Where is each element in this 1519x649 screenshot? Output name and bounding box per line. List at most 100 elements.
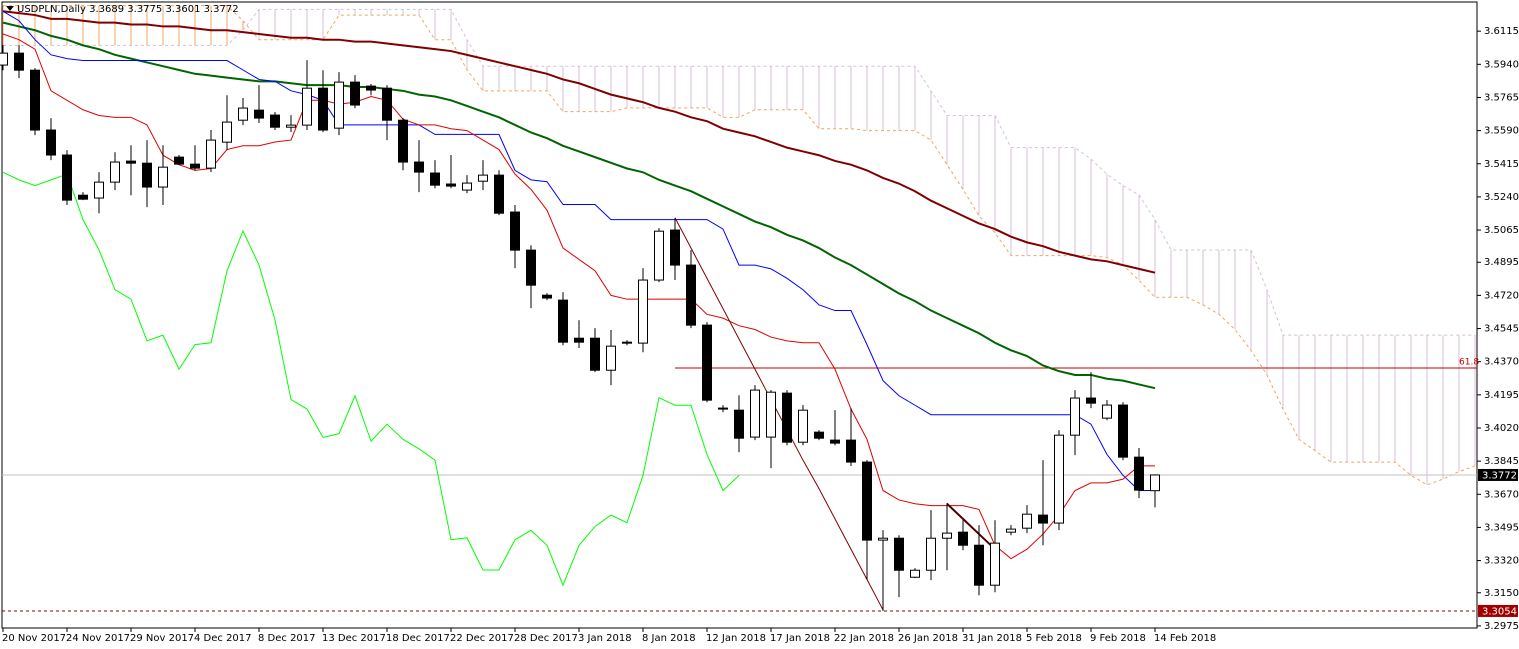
x-tick-label: 28 Dec 2017: [514, 633, 578, 644]
x-tick-label: 22 Jan 2018: [834, 633, 894, 644]
candle-body: [366, 85, 376, 91]
candle-body: [958, 531, 968, 546]
indicator-line: [946, 503, 996, 550]
menu-arrow: [6, 6, 14, 11]
x-tick-label: 8 Dec 2017: [258, 633, 316, 644]
indicator-line: [2, 10, 1156, 274]
candle-body: [286, 124, 296, 128]
x-tick-label: 14 Feb 2018: [1154, 633, 1216, 644]
price-label-box: [1478, 468, 1518, 481]
x-tick-label: 5 Feb 2018: [1026, 633, 1082, 644]
layers: 3.6115 3.5940 3.5765 3.5590 3.5415 3.5240 3.50…: [0, 5, 1519, 644]
candle-body: [1038, 514, 1048, 524]
y-tick-label: 3.4545: [1484, 324, 1519, 335]
candle-body: [318, 87, 328, 131]
candle-body: [382, 87, 392, 121]
candle-body: [574, 337, 584, 343]
indicator-line: [2, 21, 1156, 390]
x-tick-label: 4 Dec 2017: [194, 633, 252, 644]
candle-body: [702, 324, 712, 401]
candle-body: [94, 181, 104, 199]
y-tick-label: 3.3670: [1484, 489, 1519, 500]
candle-body: [126, 160, 136, 164]
price-label-box: [1478, 604, 1518, 617]
candle-body: [270, 114, 280, 128]
candle-body: [1022, 513, 1032, 529]
candle-body: [478, 174, 488, 182]
candle-body: [638, 279, 648, 344]
price-label: 3.3772: [1482, 470, 1517, 481]
candle-body: [398, 119, 408, 163]
candle-body: [110, 161, 120, 183]
candle-body: [686, 264, 696, 326]
candle-body: [622, 341, 632, 344]
x-tick-label: 24 Nov 2017: [66, 633, 130, 644]
x-tick-label: 29 Nov 2017: [130, 633, 194, 644]
candle-body: [510, 211, 520, 251]
candle-body: [46, 129, 56, 156]
candle-body: [894, 537, 904, 571]
y-tick-label: 3.3495: [1484, 522, 1519, 533]
indicator-line: [2, 33, 1155, 560]
candle-body: [974, 544, 984, 586]
candle-body: [414, 161, 424, 173]
candle-body: [910, 569, 920, 578]
candle-body: [238, 107, 248, 121]
candle-body: [814, 431, 824, 439]
candle-body: [654, 230, 664, 281]
fibo-label: 61.8: [1459, 357, 1479, 367]
candle-body: [798, 409, 808, 443]
y-tick-label: 3.4195: [1484, 390, 1519, 401]
candle-body: [878, 537, 888, 541]
candle-body: [862, 461, 872, 541]
candle-body: [1150, 474, 1160, 492]
y-tick-label: 3.5940: [1484, 59, 1519, 70]
candle-body: [430, 172, 440, 186]
candle-body: [494, 174, 504, 214]
candle-body: [1134, 456, 1144, 491]
y-tick-label: 3.3150: [1484, 588, 1519, 599]
y-tick-label: 3.3320: [1484, 556, 1519, 567]
y-tick-label: 3.4720: [1484, 290, 1519, 301]
candle-body: [606, 345, 616, 371]
x-tick-label: 8 Jan 2018: [642, 633, 696, 644]
candle-body: [1070, 397, 1080, 436]
y-tick-label: 3.5240: [1484, 192, 1519, 203]
candle-body: [1102, 404, 1112, 419]
chart-title: USDPLN,Daily 3.3689 3.3775 3.3601 3.3772: [17, 4, 239, 15]
candle-body: [1118, 404, 1128, 458]
candle-body: [462, 182, 472, 191]
x-tick-label: 3 Jan 2018: [578, 633, 632, 644]
candle-body: [542, 294, 552, 299]
candle-body: [926, 537, 936, 571]
indicator-line: [2, 171, 740, 587]
candle-body: [734, 409, 744, 439]
x-tick-label: 18 Dec 2017: [386, 633, 450, 644]
cloud-span: [3, 8, 1475, 336]
candle-body: [718, 407, 728, 410]
y-tick-label: 3.6115: [1484, 26, 1519, 37]
candle-body: [62, 154, 72, 201]
x-tick-label: 9 Feb 2018: [1090, 633, 1146, 644]
candle-body: [78, 194, 88, 200]
price-label: 3.3054: [1482, 606, 1517, 617]
x-tick-label: 13 Dec 2017: [322, 633, 386, 644]
candle-body: [222, 121, 232, 143]
candle-body: [526, 249, 536, 286]
candle-body: [350, 81, 360, 106]
candle-body: [942, 532, 952, 539]
x-tick-label: 12 Jan 2018: [706, 633, 766, 644]
y-tick-label: 3.2975: [1484, 621, 1519, 632]
x-tick-label: 26 Jan 2018: [898, 633, 958, 644]
x-tick-label: 31 Jan 2018: [962, 633, 1022, 644]
candle-body: [782, 392, 792, 443]
candle-body: [766, 391, 776, 438]
y-tick-label: 3.3845: [1484, 456, 1519, 467]
y-tick-label: 3.4020: [1484, 423, 1519, 434]
candle-body: [254, 109, 264, 119]
y-tick-label: 3.4370: [1484, 357, 1519, 368]
y-tick-label: 3.5415: [1484, 159, 1519, 170]
candle-body: [846, 439, 856, 463]
candle-body: [990, 542, 1000, 586]
